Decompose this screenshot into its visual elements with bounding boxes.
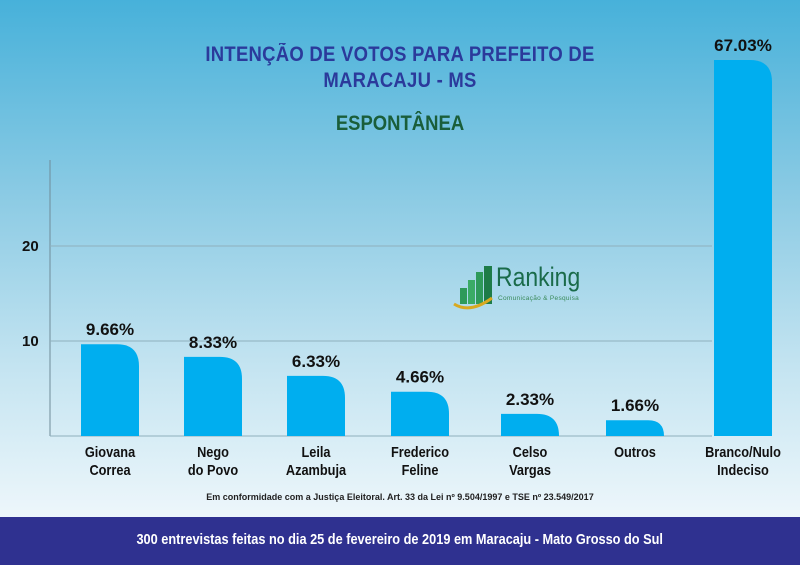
bar-celso-vargas: [501, 413, 559, 436]
data-label: 9.66%: [86, 320, 134, 339]
y-tick-label: 20: [22, 238, 39, 255]
x-tick-label-line: Frederico: [390, 444, 450, 461]
bar-giovana-correa: [81, 344, 139, 436]
legal-note: Em conformidade com a Justiça Eleitoral.…: [206, 492, 594, 502]
bar-frederico-feline: [391, 391, 449, 436]
x-tick-label: Frederico Feline: [373, 444, 467, 480]
x-tick-label: Outros: [588, 444, 682, 462]
data-label: 2.33%: [506, 390, 554, 409]
bar-branco-nulo-indeciso: [714, 60, 772, 436]
x-tick-label: Nego do Povo: [166, 444, 260, 480]
x-tick-label-line: Feline: [401, 462, 439, 479]
data-label: 1.66%: [611, 396, 659, 415]
x-tick-label-line: Branco/Nulo: [705, 444, 781, 461]
chart-title: INTENÇÃO DE VOTOS PARA PREFEITO DE MARAC…: [205, 43, 595, 92]
y-tick-label: 10: [22, 333, 39, 350]
bar-leila-azambuja: [287, 375, 345, 436]
x-tick-label: Branco/Nulo Indeciso: [696, 444, 790, 480]
x-tick-label-line: Indeciso: [717, 462, 769, 479]
x-tick-label-line: Celso: [512, 444, 548, 461]
x-tick-label-line: Correa: [89, 462, 131, 479]
bar-nego-do-povo: [184, 356, 242, 436]
x-tick-label-line: Vargas: [509, 462, 551, 479]
logo-name: Ranking: [496, 262, 581, 292]
logo-bars-icon: [453, 266, 493, 310]
footer-banner: 300 entrevistas feitas no dia 25 de feve…: [0, 517, 800, 565]
x-tick-label: Celso Vargas: [483, 444, 577, 480]
x-tick-label: Giovana Correa: [63, 444, 157, 480]
x-tick-label-line: Leila: [301, 444, 331, 461]
footer-text: 300 entrevistas feitas no dia 25 de feve…: [136, 531, 664, 548]
logo-tagline: Comunicação & Pesquisa: [498, 295, 580, 302]
x-tick-label-line: Outros: [614, 444, 656, 461]
chart-subtitle: ESPONTÂNEA: [335, 112, 465, 135]
bar-outros: [606, 420, 664, 436]
data-label: 4.66%: [396, 368, 444, 387]
ranking-logo: Ranking Comunicação & Pesquisa: [452, 262, 612, 312]
x-tick-label-line: Giovana: [84, 444, 136, 461]
x-tick-label-line: do Povo: [187, 462, 239, 479]
data-label: 8.33%: [189, 333, 237, 352]
data-label: 6.33%: [292, 352, 340, 371]
x-tick-label-line: Azambuja: [285, 462, 347, 479]
x-tick-label: Leila Azambuja: [269, 444, 363, 480]
data-label: 67.03%: [714, 36, 772, 55]
x-tick-label-line: Nego: [197, 444, 229, 461]
